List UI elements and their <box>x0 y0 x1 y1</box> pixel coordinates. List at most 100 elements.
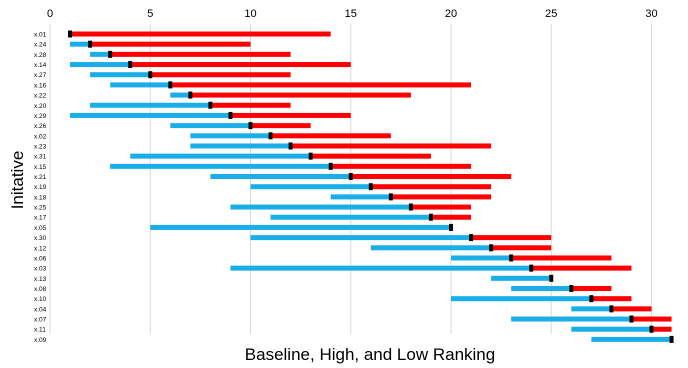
bar-row-x.14 <box>70 61 351 69</box>
x-tick-label: 0 <box>47 8 53 20</box>
baseline-marker <box>248 122 253 130</box>
y-category-labels: x.01 x.24 x.28 x.14 x.27 x.16 x.22 x.20 x.29 x.26… <box>34 32 47 344</box>
baseline-marker <box>489 244 494 252</box>
high-segment-bar <box>310 153 431 159</box>
low-segment-bar <box>330 194 391 200</box>
high-segment-bar <box>591 296 632 302</box>
baseline-marker <box>388 193 393 201</box>
low-segment-bar <box>110 163 331 169</box>
y-category-label: x.08 <box>34 286 47 293</box>
low-segment-bar <box>571 326 652 332</box>
low-segment-bar <box>170 92 191 98</box>
high-segment-bar <box>390 194 492 200</box>
bar-row-x.19 <box>250 183 492 191</box>
baseline-marker <box>348 173 353 181</box>
bar-row-x.06 <box>451 254 612 262</box>
baseline-marker <box>649 325 654 333</box>
y-category-label: x.16 <box>34 82 47 89</box>
low-segment-bar <box>110 82 171 88</box>
x-tick-label: 15 <box>345 8 357 20</box>
high-segment-bar <box>270 133 391 139</box>
y-category-label: x.01 <box>34 32 47 39</box>
bar-row-x.27 <box>90 71 291 79</box>
baseline-marker <box>88 40 93 48</box>
baseline-marker <box>449 223 453 231</box>
bar-row-x.02 <box>190 132 391 140</box>
low-segment-bar <box>230 204 411 210</box>
low-segment-bar <box>190 143 291 149</box>
high-segment-bar <box>170 82 472 88</box>
y-category-label: x.18 <box>34 194 47 201</box>
low-segment-bar <box>230 265 532 271</box>
x-tick-labels: 0 5 10 15 20 25 30 <box>47 8 658 20</box>
high-segment-bar <box>70 31 331 37</box>
high-segment-bar <box>491 245 552 251</box>
y-category-label: x.12 <box>34 245 47 252</box>
bar-row-x.24 <box>70 40 251 48</box>
baseline-marker <box>509 254 514 262</box>
low-segment-bar <box>190 133 271 139</box>
baseline-marker <box>168 81 173 89</box>
low-segment-bar <box>90 102 211 108</box>
high-segment-bar <box>110 51 291 57</box>
low-segment-bar <box>511 316 632 322</box>
bar-row-x.11 <box>571 325 672 333</box>
baseline-marker <box>148 71 153 79</box>
bar-row-x.10 <box>451 295 632 303</box>
baseline-marker <box>609 305 614 313</box>
y-category-label: x.05 <box>34 225 47 232</box>
high-segment-bar <box>651 326 672 332</box>
baseline-marker <box>549 274 554 282</box>
y-category-label: x.21 <box>34 174 47 181</box>
baseline-marker <box>208 101 213 109</box>
y-category-label: x.07 <box>34 317 47 324</box>
bar-row-x.08 <box>511 285 612 292</box>
bar-row-x.16 <box>110 81 472 89</box>
bar-row-x.07 <box>511 315 672 323</box>
range-bars <box>68 30 674 343</box>
bar-row-x.22 <box>170 91 411 99</box>
y-category-label: x.20 <box>34 103 47 110</box>
bar-row-x.28 <box>90 50 291 58</box>
low-segment-bar <box>150 224 451 230</box>
y-category-label: x.11 <box>34 327 46 334</box>
y-category-label: x.27 <box>34 72 47 79</box>
low-segment-bar <box>90 72 151 78</box>
y-category-label: x.24 <box>34 42 47 49</box>
y-category-label: x.30 <box>34 235 47 242</box>
bar-row-x.03 <box>230 264 632 272</box>
bar-row-x.30 <box>250 234 552 242</box>
baseline-marker <box>268 132 273 140</box>
baseline-marker <box>328 162 333 170</box>
baseline-marker <box>308 152 313 160</box>
high-segment-bar <box>611 306 652 312</box>
y-category-label: x.26 <box>34 123 47 130</box>
low-segment-bar <box>250 235 472 241</box>
bar-row-x.05 <box>150 223 453 231</box>
baseline-marker <box>529 264 534 272</box>
baseline-marker <box>68 30 73 38</box>
y-category-label: x.03 <box>34 266 47 273</box>
baseline-marker <box>428 213 433 221</box>
baseline-marker <box>188 91 193 99</box>
y-category-label: x.04 <box>34 306 47 313</box>
x-tick-label: 20 <box>445 8 457 20</box>
high-segment-bar <box>290 143 492 149</box>
high-segment-bar <box>350 174 512 180</box>
high-segment-bar <box>511 255 612 261</box>
low-segment-bar <box>270 214 431 220</box>
high-segment-bar <box>130 62 351 68</box>
baseline-marker <box>228 111 233 119</box>
bar-row-x.13 <box>491 274 554 282</box>
high-segment-bar <box>571 286 612 291</box>
low-segment-bar <box>491 275 552 281</box>
y-category-label: x.13 <box>34 276 47 283</box>
bar-row-x.21 <box>210 173 512 181</box>
low-segment-bar <box>210 174 351 180</box>
baseline-marker <box>128 61 133 69</box>
high-segment-bar <box>471 235 552 241</box>
high-segment-bar <box>230 112 351 118</box>
baseline-marker <box>469 234 474 242</box>
high-segment-bar <box>410 204 472 210</box>
